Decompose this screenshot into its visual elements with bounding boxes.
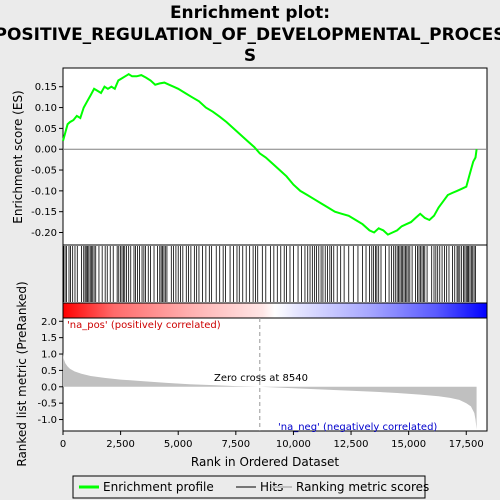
x-tick-label: 17,500 [449,439,484,450]
chart-title-line-2: POSITIVE_REGULATION_OF_DEVELOPMENTAL_PRO… [0,25,500,45]
metric-y-tick-label: -0.5 [37,399,57,410]
es-y-axis: 0.15 0.10 0.05 0.00 -0.05 -0.10 -0.15 -0.20 [31,82,63,239]
metric-y-tick-label: 1.5 [41,333,57,344]
zero-cross-label: Zero cross at 8540 [214,373,308,384]
legend-metric-label: Ranking metric scores [296,480,429,494]
legend-hits-label: Hits [260,480,283,494]
neg-correlated-label: 'na_neg' (negatively correlated) [278,422,437,433]
x-tick-label: 0 [60,439,66,450]
metric-y-axis-label: Ranked list metric (PreRanked) [15,281,29,466]
x-tick-label: 5,000 [164,439,193,450]
es-y-tick-label: 0.00 [35,145,57,156]
ranking-metric-area [63,352,477,430]
metric-y-tick-label: 0.5 [41,366,57,377]
hit-markers [63,246,476,302]
es-y-tick-label: -0.05 [31,166,57,177]
es-y-tick-label: 0.10 [35,103,57,114]
metric-y-tick-label: 2.0 [41,317,57,328]
enrichment-profile-line [62,73,478,236]
x-axis: 0 2,500 5,000 7,500 10,000 12,500 15,000 17,500 [60,431,484,450]
es-y-axis-label: Enrichment score (ES) [11,90,25,223]
metric-y-tick-label: -1.0 [37,415,57,426]
pos-correlated-label: 'na_pos' (positively correlated) [67,320,221,331]
es-y-tick-label: 0.15 [35,82,57,93]
rank-color-bar [62,302,488,319]
metric-panel-background [62,317,488,432]
es-y-tick-label: -0.10 [31,186,57,197]
legend-enrichment-label: Enrichment profile [103,480,214,494]
x-tick-label: 2,500 [106,439,135,450]
chart-title-line-1: Enrichment plot: [170,3,330,23]
es-y-tick-label: -0.20 [31,228,57,239]
x-tick-label: 10,000 [276,439,311,450]
metric-y-axis: 2.0 1.5 1.0 0.5 0.0 -0.5 -1.0 [37,317,63,426]
es-panel-background [62,67,488,246]
x-axis-label: Rank in Ordered Dataset [191,455,339,469]
metric-y-tick-label: 1.0 [41,350,57,361]
metric-y-tick-label: 0.0 [41,382,57,393]
chart-title-line-3: S [244,46,256,66]
es-y-tick-label: -0.15 [31,207,57,218]
x-tick-label: 7,500 [222,439,251,450]
x-tick-label: 12,500 [334,439,369,450]
es-y-tick-label: 0.05 [35,124,57,135]
x-tick-label: 15,000 [391,439,426,450]
